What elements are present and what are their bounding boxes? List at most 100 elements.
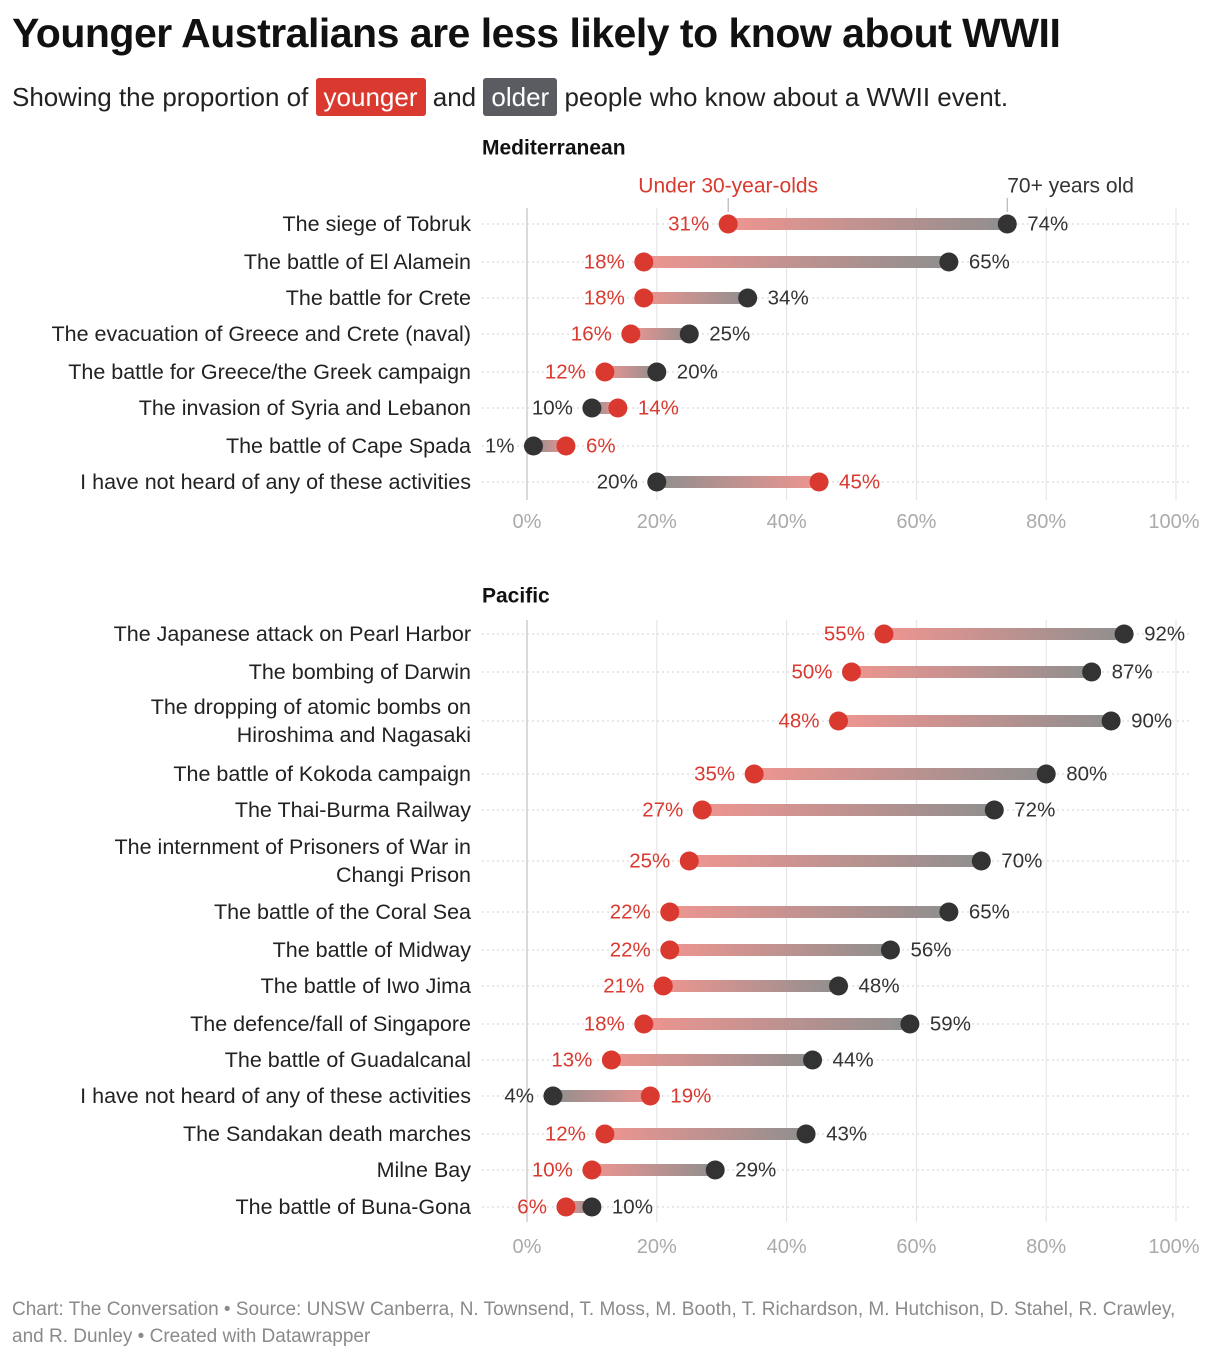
older-dot (1114, 624, 1134, 644)
younger-dot (679, 851, 699, 871)
younger-dot (556, 1197, 576, 1217)
younger-value-label: 45% (839, 471, 880, 494)
younger-value-label: 6% (586, 435, 616, 458)
category-label: The internment of Prisoners of War in (115, 835, 471, 859)
older-dot (523, 436, 543, 456)
older-value-label: 65% (969, 251, 1010, 274)
older-dot (997, 214, 1017, 234)
range-bar (611, 1054, 813, 1066)
category-label: The battle of Kokoda campaign (173, 762, 471, 786)
category-label: The battle of the Coral Sea (214, 900, 471, 924)
range-bar (702, 804, 995, 816)
range-bar (663, 980, 839, 992)
chart-title: Younger Australians are less likely to k… (12, 10, 1061, 56)
younger-value-label: 27% (642, 799, 683, 822)
range-bar (604, 366, 657, 378)
older-value-label: 43% (826, 1123, 867, 1146)
range-bar (851, 666, 1092, 678)
category-label: The battle of Buna-Gona (236, 1195, 472, 1219)
x-tick-label: 0% (513, 1236, 542, 1258)
younger-value-label: 18% (584, 1013, 625, 1036)
younger-dot (640, 1086, 660, 1106)
younger-value-label: 14% (638, 397, 679, 420)
dot-range-chart: Mediterranean 0% 20% 40% 60% 80% 100% The siege… (52, 137, 1200, 1259)
older-dot (900, 1014, 920, 1034)
younger-legend-pill: younger (315, 78, 426, 116)
x-tick-label: 20% (637, 511, 677, 533)
x-tick-label: 20% (637, 1236, 677, 1258)
older-dot (1036, 764, 1056, 784)
younger-dot (601, 1050, 621, 1070)
younger-dot (660, 940, 680, 960)
younger-value-label: 22% (610, 939, 651, 962)
younger-dot (809, 472, 829, 492)
older-dot (984, 800, 1004, 820)
younger-dot (829, 711, 849, 731)
subtitle-text-before: Showing the proportion of (12, 82, 309, 112)
older-dot (582, 398, 602, 418)
category-label: The battle of Iwo Jima (261, 974, 471, 998)
older-dot (1082, 662, 1102, 682)
x-tick-label: 40% (767, 1236, 807, 1258)
older-dot (738, 288, 758, 308)
older-dot (803, 1050, 823, 1070)
older-series-legend: 70+ years old (1007, 175, 1134, 198)
younger-dot (621, 324, 641, 344)
younger-value-label: 50% (791, 661, 832, 684)
younger-dot (634, 288, 654, 308)
younger-dot (634, 1014, 654, 1034)
older-value-label: 34% (768, 287, 809, 310)
older-value-label: 90% (1131, 710, 1172, 733)
panel-title: Mediterranean (482, 137, 626, 160)
younger-dot (556, 436, 576, 456)
older-dot (939, 252, 959, 272)
category-label: The Japanese attack on Pearl Harbor (114, 622, 471, 646)
older-value-label: 20% (677, 361, 718, 384)
x-tick-label: 80% (1026, 1236, 1066, 1258)
younger-dot (595, 362, 615, 382)
category-label: The Sandakan death marches (183, 1122, 471, 1146)
range-bar (604, 1128, 807, 1140)
older-value-label: 87% (1112, 661, 1153, 684)
younger-series-legend: Under 30-year-olds (638, 175, 818, 198)
range-bar (552, 1090, 651, 1102)
older-value-label: 80% (1066, 763, 1107, 786)
younger-dot (634, 252, 654, 272)
younger-dot (653, 976, 673, 996)
younger-value-label: 19% (670, 1085, 711, 1108)
category-label: I have not heard of any of these activit… (80, 470, 471, 494)
older-value-label: 10% (612, 1196, 653, 1219)
category-label: The bombing of Darwin (249, 660, 471, 684)
category-label: The battle for Crete (286, 286, 471, 310)
category-label: The Thai-Burma Railway (235, 798, 471, 822)
older-dot (679, 324, 699, 344)
category-label: The battle for Greece/the Greek campaign (68, 360, 471, 384)
older-value-label: 65% (969, 901, 1010, 924)
range-bar (643, 1018, 910, 1030)
x-tick-label: 40% (767, 511, 807, 533)
older-value-label: 20% (597, 471, 638, 494)
younger-value-label: 12% (545, 1123, 586, 1146)
range-bar (754, 768, 1047, 780)
older-dot (1101, 711, 1121, 731)
younger-value-label: 10% (532, 1159, 573, 1182)
category-label: Changi Prison (336, 863, 471, 887)
younger-value-label: 21% (603, 975, 644, 998)
older-value-label: 56% (910, 939, 951, 962)
younger-dot (874, 624, 894, 644)
panel-title: Pacific (482, 585, 550, 608)
older-value-label: 92% (1144, 623, 1185, 646)
younger-dot (842, 662, 861, 682)
younger-dot (582, 1160, 602, 1180)
range-bar (643, 292, 748, 304)
older-dot (939, 902, 959, 922)
younger-value-label: 16% (571, 323, 612, 346)
older-dot (829, 976, 849, 996)
younger-dot (692, 800, 712, 820)
older-value-label: 4% (504, 1085, 534, 1108)
younger-value-label: 13% (551, 1049, 592, 1072)
younger-value-label: 35% (694, 763, 735, 786)
older-value-label: 74% (1027, 213, 1068, 236)
category-label: The dropping of atomic bombs on (151, 695, 471, 719)
range-bar (656, 476, 820, 488)
